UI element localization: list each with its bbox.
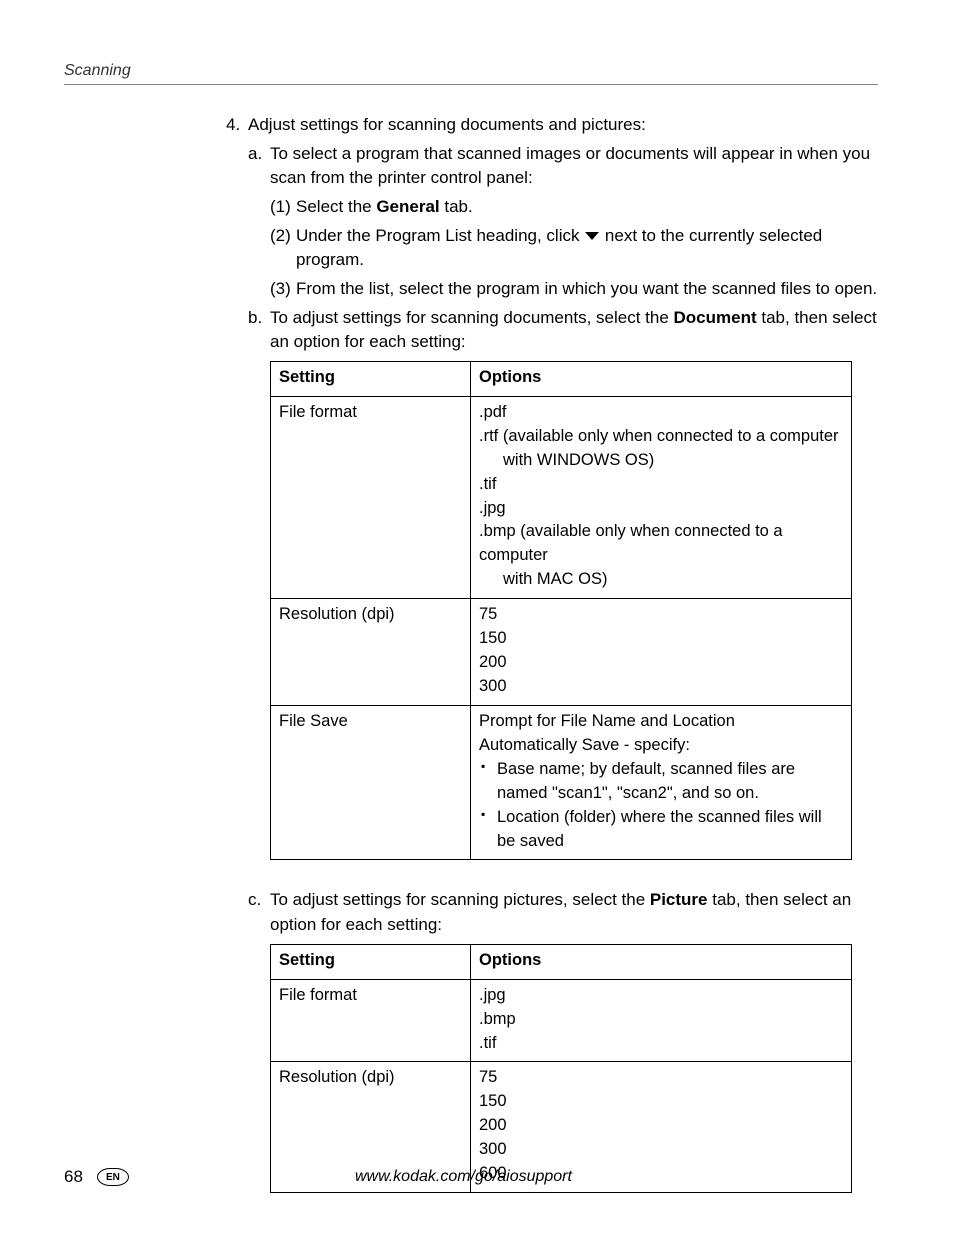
col-setting: Setting [271,361,471,396]
substep-b-text: To adjust settings for scanning document… [270,306,878,355]
table-header-row: Setting Options [271,361,852,396]
substep-a: a. To select a program that scanned imag… [248,142,878,191]
substep-a-list: (1) Select the General tab. (2) Under th… [270,195,878,302]
substep-a-2-num: (2) [270,224,296,273]
setting-file-format: File format [271,396,471,598]
substep-a-3-text: From the list, select the program in whi… [296,277,878,302]
page-header: Scanning [64,62,878,85]
step-4: 4. Adjust settings for scanning document… [226,113,878,138]
options-file-format: .pdf .rtf (available only when connected… [471,396,852,598]
substep-a-3-num: (3) [270,277,296,302]
step-4-number: 4. [226,113,248,138]
col-options: Options [471,361,852,396]
substep-c: c. To adjust settings for scanning pictu… [248,888,878,937]
substep-a-letter: a. [248,142,270,191]
substep-c-text: To adjust settings for scanning pictures… [270,888,878,937]
substep-b: b. To adjust settings for scanning docum… [248,306,878,355]
list-item: Location (folder) where the scanned file… [479,806,843,854]
table-row: File format .pdf .rtf (available only wh… [271,396,852,598]
dropdown-arrow-icon [584,224,600,249]
substep-a-1: (1) Select the General tab. [270,195,878,220]
general-tab-label: General [376,197,439,216]
options-file-format: .jpg .bmp .tif [471,979,852,1062]
page-footer: 68 EN www.kodak.com/go/aiosupport [64,1167,878,1187]
page-content: 4. Adjust settings for scanning document… [226,113,878,1193]
footer-url: www.kodak.com/go/aiosupport [49,1168,878,1186]
substep-a-text: To select a program that scanned images … [270,142,878,191]
substep-a-2: (2) Under the Program List heading, clic… [270,224,878,273]
setting-resolution: Resolution (dpi) [271,599,471,706]
col-setting: Setting [271,944,471,979]
list-item: Base name; by default, scanned files are… [479,758,843,806]
col-options: Options [471,944,852,979]
document-tab-label: Document [674,308,757,327]
substep-c-letter: c. [248,888,270,937]
document-settings-table: Setting Options File format .pdf .rtf (a… [270,361,852,861]
substep-a-1-num: (1) [270,195,296,220]
table-row: File Save Prompt for File Name and Locat… [271,705,852,860]
setting-file-save: File Save [271,705,471,860]
section-title: Scanning [64,62,131,79]
substep-a-2-text: Under the Program List heading, click ne… [296,224,878,273]
table-row: Resolution (dpi) 75 150 200 300 [271,599,852,706]
step-4-text: Adjust settings for scanning documents a… [248,113,646,138]
setting-file-format: File format [271,979,471,1062]
picture-settings-table: Setting Options File format .jpg .bmp .t… [270,944,852,1193]
table-header-row: Setting Options [271,944,852,979]
options-file-save: Prompt for File Name and Location Automa… [471,705,852,860]
substep-a-3: (3) From the list, select the program in… [270,277,878,302]
options-resolution: 75 150 200 300 [471,599,852,706]
substep-a-1-text: Select the General tab. [296,195,878,220]
file-save-bullets: Base name; by default, scanned files are… [479,758,843,854]
substep-b-letter: b. [248,306,270,355]
table-row: File format .jpg .bmp .tif [271,979,852,1062]
picture-tab-label: Picture [650,890,708,909]
